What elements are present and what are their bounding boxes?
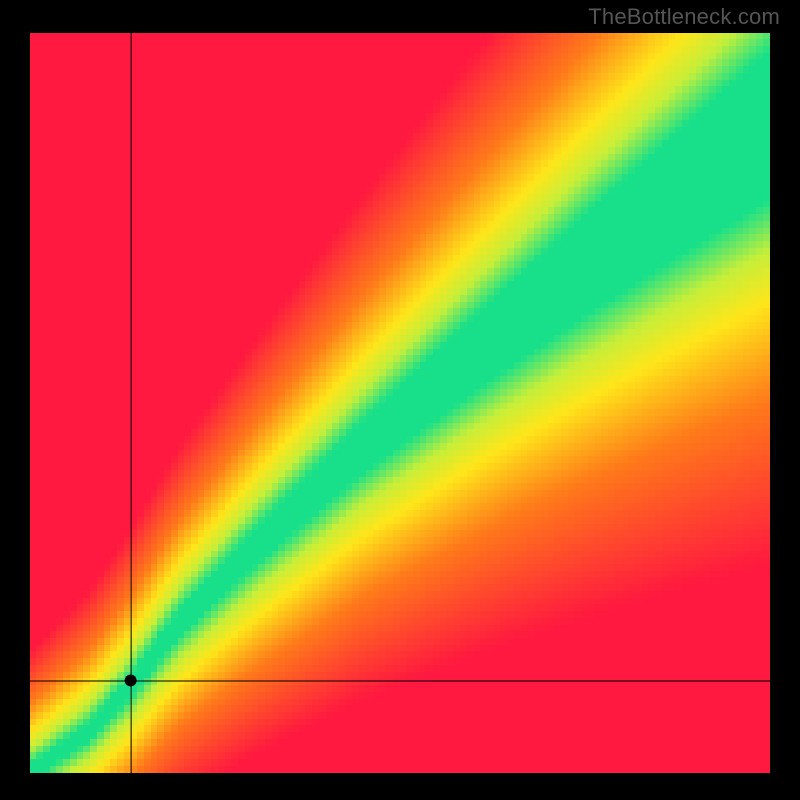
watermark-text: TheBottleneck.com [588,4,780,30]
heatmap-canvas [30,33,770,773]
plot-area [30,33,770,773]
figure-root: TheBottleneck.com [0,0,800,800]
